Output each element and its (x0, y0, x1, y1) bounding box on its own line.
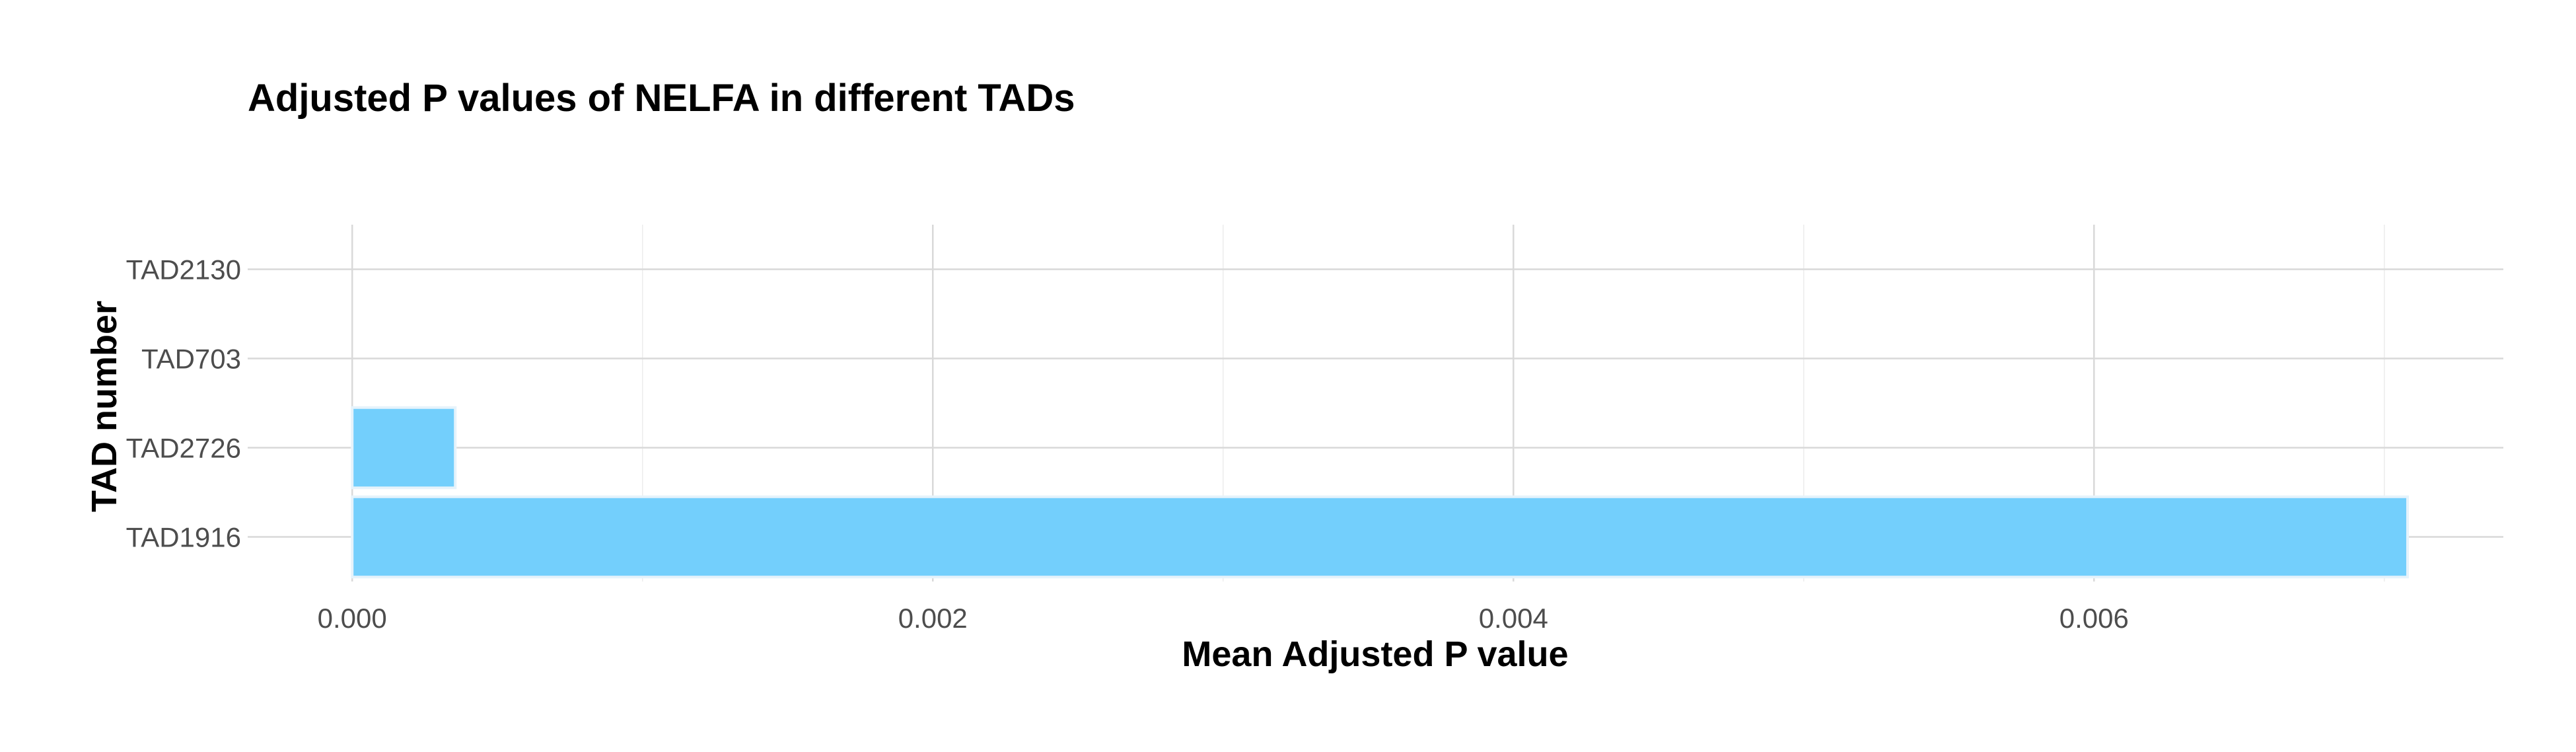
chart-title: Adjusted P values of NELFA in different … (248, 77, 1075, 120)
x-axis-label: Mean Adjusted P value (1182, 634, 1568, 674)
x-tick-label: 0.006 (2059, 603, 2129, 634)
x-tick-label: 0.000 (318, 603, 387, 634)
bar-tad1916 (351, 495, 2409, 579)
y-axis-ticks: TAD1916 TAD2726 TAD703 TAD2130 (126, 254, 241, 553)
y-tick-label: TAD2130 (126, 254, 241, 285)
x-axis-ticks: 0.000 0.002 0.004 0.006 (318, 603, 2129, 634)
y-tick-label: TAD2726 (126, 433, 241, 464)
y-axis-label: TAD number (85, 301, 124, 512)
x-tick-label: 0.002 (898, 603, 968, 634)
y-tick-label: TAD1916 (126, 522, 241, 553)
x-tick-label: 0.004 (1479, 603, 1548, 634)
bar-tad2726 (351, 406, 457, 490)
bars (351, 406, 2409, 579)
y-tick-label: TAD703 (141, 344, 241, 375)
